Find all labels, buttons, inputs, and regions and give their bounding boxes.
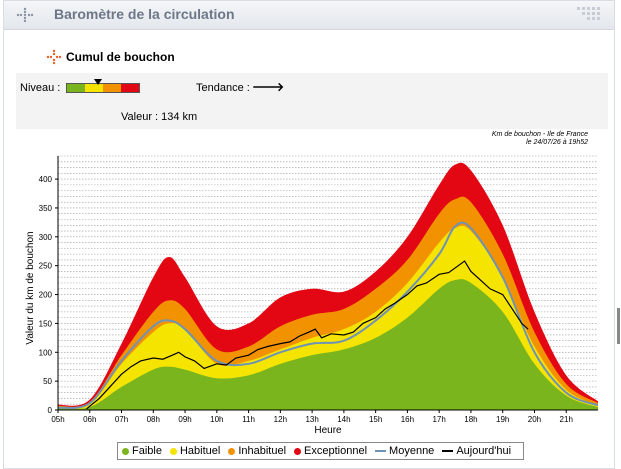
y-tick-label: 400 (39, 175, 53, 184)
gauge-marker-icon (94, 79, 103, 85)
niveau-label: Niveau : (20, 82, 61, 94)
y-tick-label: 100 (39, 348, 53, 357)
x-tick-label: 17h (432, 415, 445, 424)
scrollbar-thumb[interactable] (617, 308, 620, 344)
y-tick-label: 250 (39, 262, 53, 271)
y-axis-label: Valeur du km de bouchon (25, 231, 36, 344)
legend-label-habituel: Habituel (179, 445, 221, 457)
legend-swatch-exceptionnel (294, 447, 302, 455)
legend-swatch-moyenne (375, 450, 387, 452)
x-tick-label: 07h (115, 415, 128, 424)
legend-label-aujourdhui: Aujourd'hui (456, 445, 512, 457)
x-tick-label: 19h (496, 415, 509, 424)
legend-item-exceptionnel: Exceptionnel (294, 445, 367, 457)
legend-item-habituel: Habituel (169, 445, 221, 457)
info-box: Niveau : Tendance : 🡒 Valeur : 134 km (16, 73, 608, 129)
x-axis-label: Heure (314, 425, 342, 436)
x-tick-label: 08h (147, 415, 160, 424)
x-tick-label: 06h (83, 415, 96, 424)
x-tick-label: 12h (274, 415, 287, 424)
y-tick-label: 300 (39, 233, 53, 242)
legend-label-moyenne: Moyenne (389, 445, 435, 457)
legend-swatch-faible (122, 447, 129, 455)
legend-item-moyenne: Moyenne (375, 445, 434, 457)
x-tick-label: 10h (210, 415, 223, 424)
legend-item-aujourdhui: Aujourd'hui (442, 445, 511, 457)
x-tick-label: 05h (51, 415, 64, 424)
x-tick-label: 15h (369, 415, 382, 424)
level-gauge (66, 83, 140, 93)
right-arrow-icon: 🡒 (252, 80, 285, 94)
y-tick-label: 200 (39, 291, 53, 300)
legend-swatch-inhabituel (228, 447, 236, 455)
chart-legend: Faible Habituel Inhabituel Exceptionnel … (117, 442, 525, 460)
legend-item-inhabituel: Inhabituel (228, 445, 286, 457)
legend-swatch-habituel (169, 447, 177, 455)
y-tick-label: 350 (39, 204, 53, 213)
x-tick-label: 09h (178, 415, 191, 424)
y-tick-label: 150 (39, 319, 53, 328)
grip-icon[interactable] (574, 4, 604, 26)
line-aujourdhui (86, 260, 529, 410)
x-tick-label: 18h (464, 415, 477, 424)
valeur-label: Valeur : 134 km (121, 111, 198, 123)
panel-header: Baromètre de la circulation (4, 1, 614, 30)
panel-title: Baromètre de la circulation (54, 6, 235, 22)
legend-item-faible: Faible (122, 445, 162, 457)
x-tick-label: 21h (560, 415, 573, 424)
tendance-label: Tendance : (196, 82, 250, 94)
x-tick-label: 13h (305, 415, 318, 424)
x-tick-label: 14h (337, 415, 350, 424)
y-tick-label: 0 (48, 406, 53, 415)
legend-swatch-aujourdhui (442, 450, 454, 452)
area-faible (58, 279, 598, 410)
line-moyenne (57, 221, 599, 410)
x-tick-label: 20h (528, 415, 541, 424)
section-title: Cumul de bouchon (66, 50, 175, 64)
x-tick-label: 11h (242, 415, 255, 424)
cross-dots-icon (46, 49, 62, 65)
chart-note-line1: Km de bouchon - Ile de France (491, 131, 588, 138)
x-tick-label: 16h (401, 415, 414, 424)
legend-label-exceptionnel: Exceptionnel (304, 445, 368, 457)
dots-menu-icon[interactable] (16, 7, 34, 23)
legend-label-faible: Faible (132, 445, 162, 457)
y-tick-label: 50 (43, 377, 52, 386)
legend-label-inhabituel: Inhabituel (238, 445, 287, 457)
chart-note-line2: le 24/07/26 à 19h52 (526, 139, 588, 146)
